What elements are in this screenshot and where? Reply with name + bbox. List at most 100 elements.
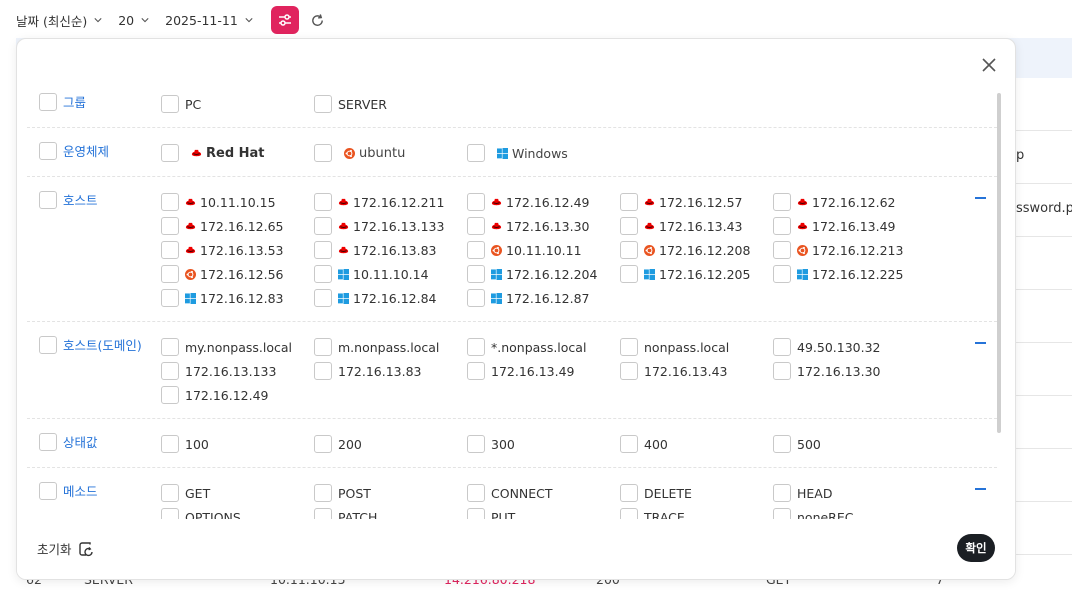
filter-option[interactable]: 172.16.12.57 xyxy=(620,190,773,214)
filter-option[interactable]: 172.16.13.83 xyxy=(314,359,467,383)
filter-option[interactable]: 172.16.12.65 xyxy=(161,214,314,238)
filter-option[interactable]: m.nonpass.local xyxy=(314,335,467,359)
filter-option[interactable]: GET xyxy=(161,481,314,505)
checkbox[interactable] xyxy=(161,508,179,519)
filter-option[interactable]: 172.16.13.43 xyxy=(620,214,773,238)
checkbox[interactable] xyxy=(467,508,485,519)
filter-option[interactable]: Windows xyxy=(467,141,620,165)
section-select-all[interactable]: 그룹 xyxy=(39,92,86,111)
checkbox[interactable] xyxy=(314,338,332,356)
checkbox[interactable] xyxy=(161,484,179,502)
filter-option[interactable]: 200 xyxy=(314,432,467,456)
filter-option[interactable]: 172.16.12.62 xyxy=(773,190,926,214)
checkbox[interactable] xyxy=(467,241,485,259)
filter-option[interactable]: 10.11.10.15 xyxy=(161,190,314,214)
filter-option[interactable]: nonpass.local xyxy=(620,335,773,359)
filter-option[interactable]: SERVER xyxy=(314,92,467,116)
checkbox[interactable] xyxy=(161,435,179,453)
checkbox[interactable] xyxy=(467,217,485,235)
filter-option[interactable]: HEAD xyxy=(773,481,926,505)
checkbox[interactable] xyxy=(620,193,638,211)
checkbox[interactable] xyxy=(467,289,485,307)
collapse-icon[interactable] xyxy=(975,482,987,494)
checkbox[interactable] xyxy=(161,338,179,356)
checkbox[interactable] xyxy=(161,362,179,380)
filter-option[interactable]: 172.16.13.30 xyxy=(467,214,620,238)
filter-option[interactable]: PUT xyxy=(467,505,620,519)
checkbox[interactable] xyxy=(620,217,638,235)
checkbox[interactable] xyxy=(161,217,179,235)
checkbox[interactable] xyxy=(161,95,179,113)
filter-option[interactable]: 172.16.13.43 xyxy=(620,359,773,383)
filter-option[interactable]: 172.16.12.87 xyxy=(467,286,620,310)
filter-option[interactable]: *.nonpass.local xyxy=(467,335,620,359)
close-icon[interactable] xyxy=(981,57,997,73)
checkbox[interactable] xyxy=(161,386,179,404)
filter-option[interactable]: 172.16.12.84 xyxy=(314,286,467,310)
checkbox[interactable] xyxy=(773,193,791,211)
checkbox[interactable] xyxy=(314,144,332,162)
checkbox[interactable] xyxy=(620,435,638,453)
filter-option[interactable]: my.nonpass.local xyxy=(161,335,314,359)
filter-option[interactable]: 172.16.12.49 xyxy=(161,383,314,407)
checkbox[interactable] xyxy=(620,265,638,283)
checkbox[interactable] xyxy=(620,241,638,259)
filter-option[interactable]: 172.16.13.49 xyxy=(467,359,620,383)
section-select-all[interactable]: 메소드 xyxy=(39,481,98,500)
checkbox[interactable] xyxy=(314,289,332,307)
checkbox[interactable] xyxy=(314,362,332,380)
checkbox[interactable] xyxy=(314,217,332,235)
filter-option[interactable]: 400 xyxy=(620,432,773,456)
checkbox[interactable] xyxy=(161,193,179,211)
filter-option[interactable]: 172.16.12.225 xyxy=(773,262,926,286)
checkbox[interactable] xyxy=(620,362,638,380)
checkbox[interactable] xyxy=(620,338,638,356)
checkbox[interactable] xyxy=(39,481,57,500)
checkbox[interactable] xyxy=(467,362,485,380)
page-size-select[interactable]: 20 xyxy=(118,13,149,28)
checkbox[interactable] xyxy=(314,193,332,211)
filter-option[interactable]: 172.16.12.204 xyxy=(467,262,620,286)
checkbox[interactable] xyxy=(314,95,332,113)
reset-button[interactable]: 초기화 xyxy=(37,539,94,558)
filter-option[interactable]: DELETE xyxy=(620,481,773,505)
filter-option[interactable]: 172.16.12.83 xyxy=(161,286,314,310)
checkbox[interactable] xyxy=(467,144,485,162)
checkbox[interactable] xyxy=(773,265,791,283)
section-select-all[interactable]: 운영체제 xyxy=(39,141,109,160)
filter-option[interactable]: PATCH xyxy=(314,505,467,519)
filter-option[interactable]: 172.16.13.30 xyxy=(773,359,926,383)
checkbox[interactable] xyxy=(314,265,332,283)
scrollbar[interactable] xyxy=(997,93,1001,433)
checkbox[interactable] xyxy=(314,508,332,519)
checkbox[interactable] xyxy=(161,241,179,259)
checkbox[interactable] xyxy=(314,484,332,502)
filter-option[interactable]: OPTIONS xyxy=(161,505,314,519)
filter-option[interactable]: 172.16.12.49 xyxy=(467,190,620,214)
checkbox[interactable] xyxy=(39,141,57,160)
refresh-button[interactable] xyxy=(309,11,327,29)
checkbox[interactable] xyxy=(773,484,791,502)
checkbox[interactable] xyxy=(161,144,179,162)
filter-option[interactable]: noneREC xyxy=(773,505,926,519)
filter-option[interactable]: 172.16.12.56 xyxy=(161,262,314,286)
checkbox[interactable] xyxy=(161,289,179,307)
checkbox[interactable] xyxy=(620,484,638,502)
filter-option[interactable]: CONNECT xyxy=(467,481,620,505)
checkbox[interactable] xyxy=(620,508,638,519)
filter-option[interactable]: Red Hat xyxy=(161,141,314,165)
filter-option[interactable]: 172.16.12.208 xyxy=(620,238,773,262)
checkbox[interactable] xyxy=(773,241,791,259)
checkbox[interactable] xyxy=(773,508,791,519)
sort-select[interactable]: 날짜 (최신순) xyxy=(16,11,102,30)
checkbox[interactable] xyxy=(467,193,485,211)
checkbox[interactable] xyxy=(467,338,485,356)
filter-option[interactable]: 10.11.10.14 xyxy=(314,262,467,286)
checkbox[interactable] xyxy=(39,432,57,451)
checkbox[interactable] xyxy=(314,435,332,453)
filter-option[interactable]: 172.16.13.133 xyxy=(314,214,467,238)
checkbox[interactable] xyxy=(161,265,179,283)
checkbox[interactable] xyxy=(39,190,57,209)
filter-option[interactable]: 172.16.13.53 xyxy=(161,238,314,262)
filter-option[interactable]: ubuntu xyxy=(314,141,467,165)
